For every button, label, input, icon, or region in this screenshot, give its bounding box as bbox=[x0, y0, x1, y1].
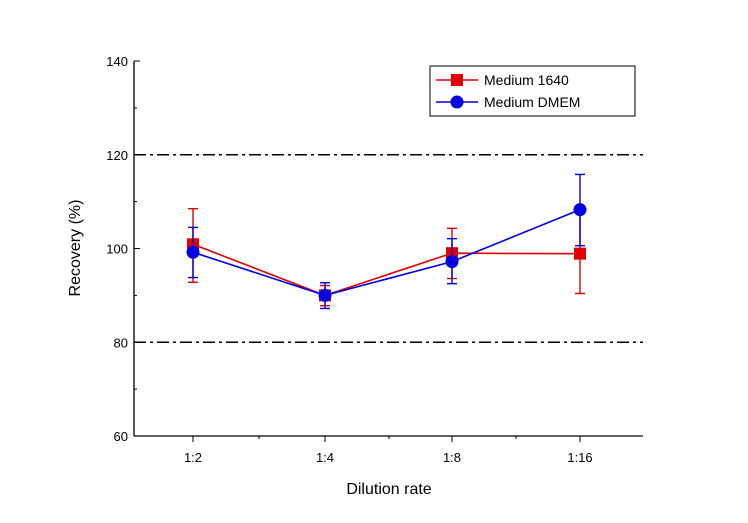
data-point-circle bbox=[573, 203, 587, 217]
y-tick-label: 60 bbox=[114, 429, 128, 444]
x-tick-label: 1:16 bbox=[567, 450, 592, 465]
series-line bbox=[192, 243, 581, 297]
data-point-square bbox=[574, 247, 586, 260]
data-point-circle bbox=[186, 245, 200, 259]
legend-box bbox=[429, 65, 636, 117]
x-axis-label: Dilution rate bbox=[346, 481, 431, 498]
legend-marker-square bbox=[451, 74, 463, 86]
legend-label: Medium 1640 bbox=[484, 72, 569, 88]
series-line bbox=[192, 208, 581, 297]
x-tick-label: 1:8 bbox=[443, 450, 461, 465]
legend-marker-circle bbox=[450, 95, 464, 109]
y-tick-label: 140 bbox=[106, 54, 128, 69]
y-tick-label: 80 bbox=[114, 335, 128, 350]
y-tick-label: 120 bbox=[106, 148, 128, 163]
y-axis-label: Recovery (%) bbox=[67, 200, 84, 297]
legend-label: Medium DMEM bbox=[484, 94, 580, 110]
data-point-circle bbox=[445, 255, 459, 269]
data-point-circle bbox=[318, 288, 332, 302]
x-tick-label: 1:4 bbox=[316, 450, 334, 465]
x-tick-label: 1:2 bbox=[184, 450, 202, 465]
y-tick-label: 100 bbox=[106, 242, 128, 257]
